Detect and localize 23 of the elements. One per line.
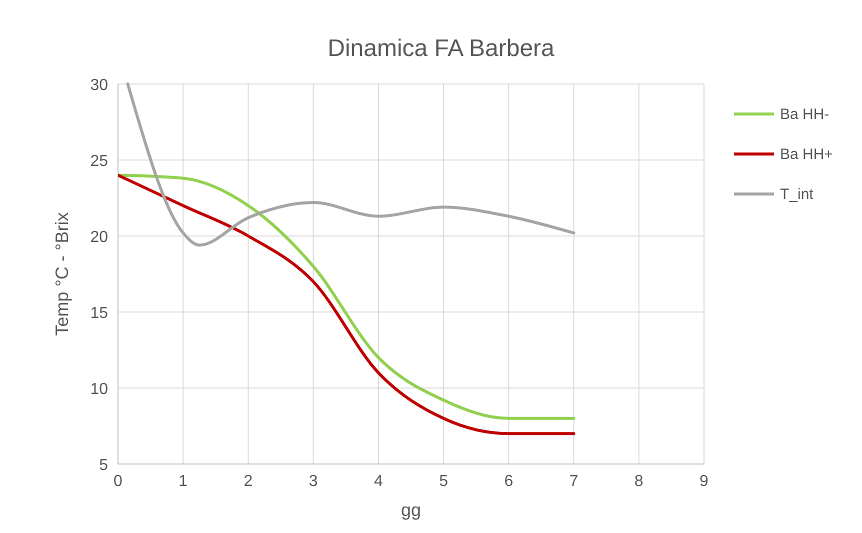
- x-axis-title: gg: [400, 500, 422, 520]
- x-tick-label: 6: [504, 473, 514, 490]
- y-axis-title: Temp °C - °Brix: [52, 212, 72, 336]
- x-tick-label: 3: [308, 473, 318, 490]
- legend-label: T_int: [780, 186, 814, 203]
- x-tick-label: 7: [569, 473, 578, 490]
- y-tick-label: 15: [90, 305, 108, 322]
- y-tick-label: 25: [90, 153, 108, 170]
- x-tick-label: 2: [244, 473, 253, 490]
- y-tick-label: 5: [99, 457, 108, 474]
- x-tick-label: 5: [439, 473, 448, 490]
- y-tick-label: 20: [90, 229, 108, 246]
- x-tick-label: 1: [178, 473, 188, 490]
- x-tick-label: 9: [700, 473, 709, 490]
- x-tick-label: 4: [374, 473, 383, 490]
- line-series: [126, 82, 576, 247]
- y-tick-label: 10: [90, 381, 108, 398]
- y-tick-label: 30: [90, 77, 108, 94]
- x-tick-label: 0: [114, 473, 123, 490]
- legend-label: Ba HH+: [780, 146, 834, 163]
- chart-title: Dinamica FA Barbera: [328, 35, 556, 62]
- legend-label: Ba HH-: [780, 106, 830, 123]
- x-tick-label: 8: [634, 473, 644, 490]
